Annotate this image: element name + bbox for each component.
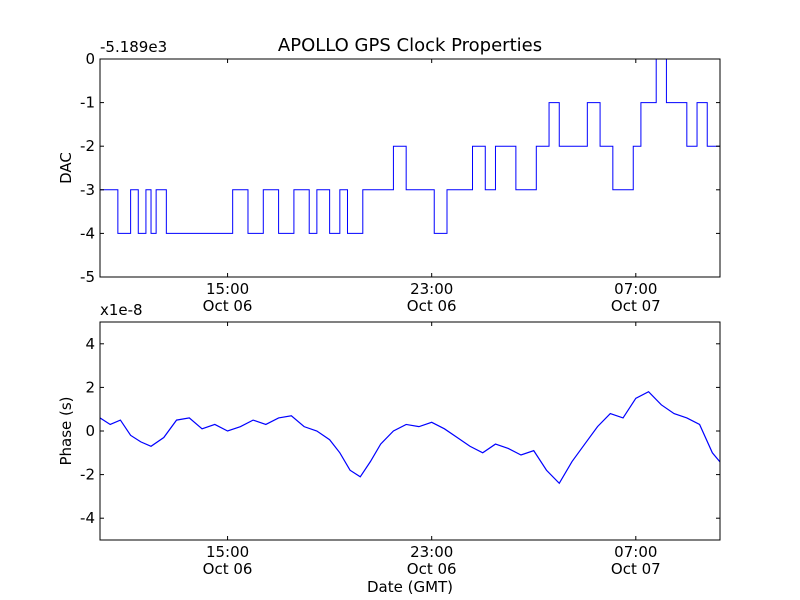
phase-y-axis-label: Phase (s) <box>57 396 75 465</box>
dac-y-tick-label: -3 <box>80 181 95 199</box>
dac-x-tick-time-label: 23:00 <box>410 280 453 298</box>
dac-y-tick-label: -4 <box>80 224 95 242</box>
phase-x-tick-date-label: Oct 06 <box>407 560 457 578</box>
phase-x-tick-time-label: 23:00 <box>410 543 453 561</box>
dac-series-line <box>100 59 720 234</box>
dac-plot-frame <box>99 58 721 278</box>
phase-y-tick-label: -2 <box>80 466 95 484</box>
dac-offset-text: -5.189e3 <box>100 38 167 56</box>
dac-x-tick-date-label: Oct 06 <box>203 297 253 315</box>
phase-y-tick-label: 0 <box>85 422 95 440</box>
phase-y-ticks: 4 2 0 -2 -4 <box>80 335 720 527</box>
phase-x-tick-date-label: Oct 06 <box>203 560 253 578</box>
dac-x-tick-time-label: 15:00 <box>206 280 249 298</box>
phase-y-tick-label: 4 <box>85 335 95 353</box>
dac-y-tick-label: -1 <box>80 94 95 112</box>
dac-y-tick-label: 0 <box>85 50 95 68</box>
chart-title: APOLLO GPS Clock Properties <box>278 35 542 56</box>
phase-y-tick-label: 2 <box>85 378 95 396</box>
phase-x-tick-date-label: Oct 07 <box>611 560 661 578</box>
dac-x-tick-date-label: Oct 06 <box>407 297 457 315</box>
phase-plot-frame <box>99 321 721 541</box>
phase-y-tick-label: -4 <box>80 509 95 527</box>
x-axis-label: Date (GMT) <box>367 578 453 596</box>
dac-y-tick-label: -5 <box>80 268 95 286</box>
phase-x-tick-time-label: 07:00 <box>614 543 657 561</box>
phase-offset-text: x1e-8 <box>100 301 143 319</box>
dac-x-tick-time-label: 07:00 <box>614 280 657 298</box>
dac-series-group <box>100 59 720 234</box>
phase-x-tick-time-label: 15:00 <box>206 543 249 561</box>
dac-x-tick-date-label: Oct 07 <box>611 297 661 315</box>
phase-series-group <box>100 391 720 485</box>
dac-y-ticks: 0 -1 -2 -3 -4 -5 <box>80 50 720 286</box>
dac-y-axis-label: DAC <box>57 152 75 184</box>
phase-series-line <box>100 391 720 485</box>
dac-y-tick-label: -2 <box>80 137 95 155</box>
